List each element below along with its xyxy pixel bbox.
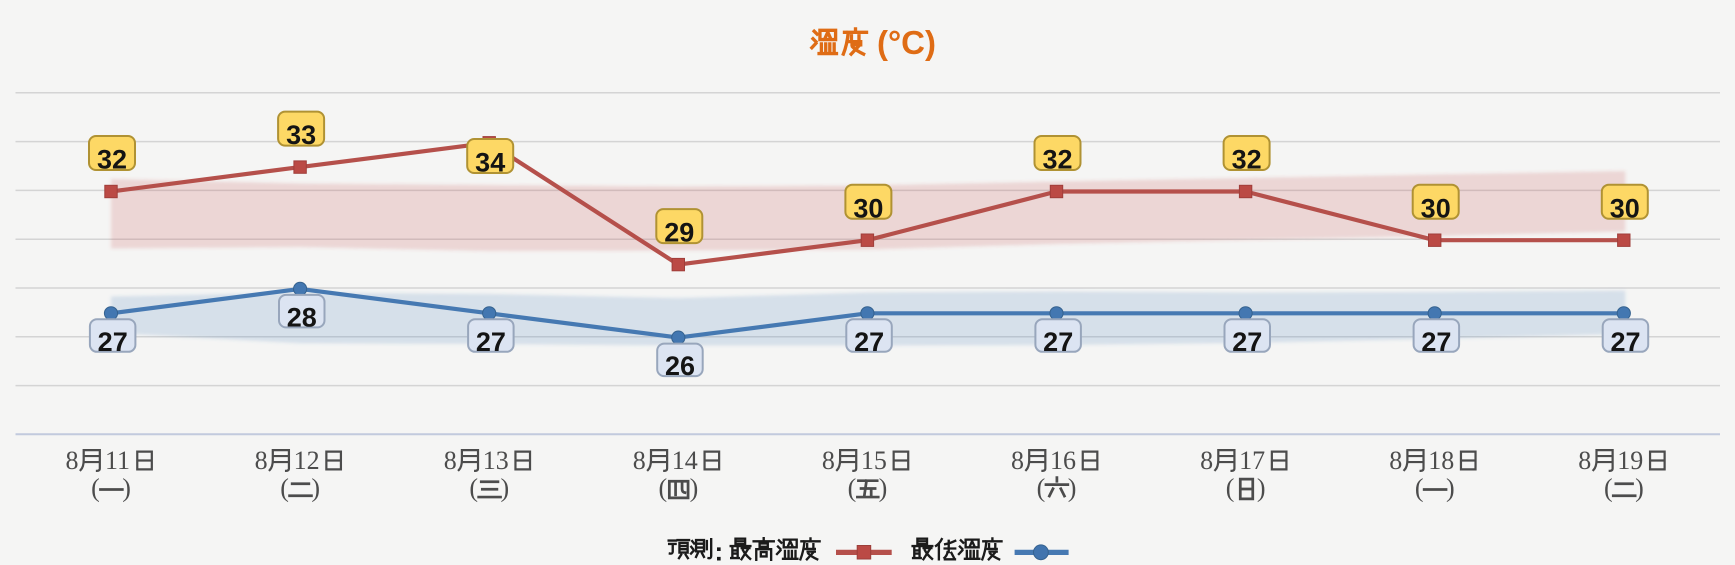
- svg-text:(: (: [1604, 474, 1613, 503]
- svg-text:19: 19: [1617, 446, 1643, 475]
- svg-text:26: 26: [665, 351, 695, 381]
- svg-text:11: 11: [105, 446, 130, 475]
- svg-text:32: 32: [97, 145, 127, 175]
- svg-text::: :: [715, 537, 724, 565]
- svg-text:18: 18: [1428, 446, 1454, 475]
- svg-text:28: 28: [287, 303, 317, 333]
- svg-text:27: 27: [854, 327, 884, 357]
- svg-text:): ): [690, 474, 699, 503]
- svg-text:27: 27: [98, 327, 128, 357]
- svg-text:30: 30: [853, 193, 883, 223]
- svg-text:): ): [1635, 474, 1644, 503]
- svg-text:8: 8: [822, 446, 835, 475]
- svg-text:(: (: [1226, 474, 1235, 503]
- svg-text:32: 32: [1042, 145, 1072, 175]
- svg-text:(: (: [848, 474, 857, 503]
- svg-text:12: 12: [294, 446, 320, 475]
- svg-text:): ): [879, 474, 888, 503]
- svg-text:(°C): (°C): [877, 24, 936, 61]
- svg-text:14: 14: [672, 446, 698, 475]
- svg-text:16: 16: [1050, 446, 1076, 475]
- svg-text:17: 17: [1239, 446, 1265, 475]
- svg-text:27: 27: [1232, 327, 1262, 357]
- svg-text:): ): [500, 474, 509, 503]
- svg-text:8: 8: [444, 446, 457, 475]
- svg-text:8: 8: [1200, 446, 1213, 475]
- svg-text:27: 27: [1421, 327, 1451, 357]
- svg-text:8: 8: [1011, 446, 1024, 475]
- svg-text:13: 13: [483, 446, 509, 475]
- svg-text:): ): [1257, 474, 1266, 503]
- svg-text:15: 15: [861, 446, 887, 475]
- svg-text:(: (: [1415, 474, 1424, 503]
- svg-text:34: 34: [475, 148, 505, 178]
- svg-text:30: 30: [1421, 193, 1451, 223]
- svg-text:8: 8: [1578, 446, 1591, 475]
- svg-text:30: 30: [1610, 193, 1640, 223]
- svg-text:8: 8: [1389, 446, 1402, 475]
- svg-text:(: (: [469, 474, 478, 503]
- svg-text:27: 27: [1610, 327, 1640, 357]
- svg-text:8: 8: [66, 446, 79, 475]
- svg-text:(: (: [91, 474, 100, 503]
- svg-text:): ): [311, 474, 320, 503]
- svg-text:33: 33: [286, 120, 316, 150]
- svg-text:): ): [122, 474, 131, 503]
- svg-text:): ): [1068, 474, 1077, 503]
- svg-text:29: 29: [664, 218, 694, 248]
- svg-text:32: 32: [1232, 145, 1262, 175]
- svg-text:(: (: [280, 474, 289, 503]
- svg-text:(: (: [658, 474, 667, 503]
- svg-text:27: 27: [1043, 327, 1073, 357]
- svg-text:): ): [1446, 474, 1455, 503]
- svg-text:8: 8: [255, 446, 268, 475]
- svg-text:(: (: [1037, 474, 1046, 503]
- svg-text:27: 27: [476, 327, 506, 357]
- svg-text:8: 8: [633, 446, 646, 475]
